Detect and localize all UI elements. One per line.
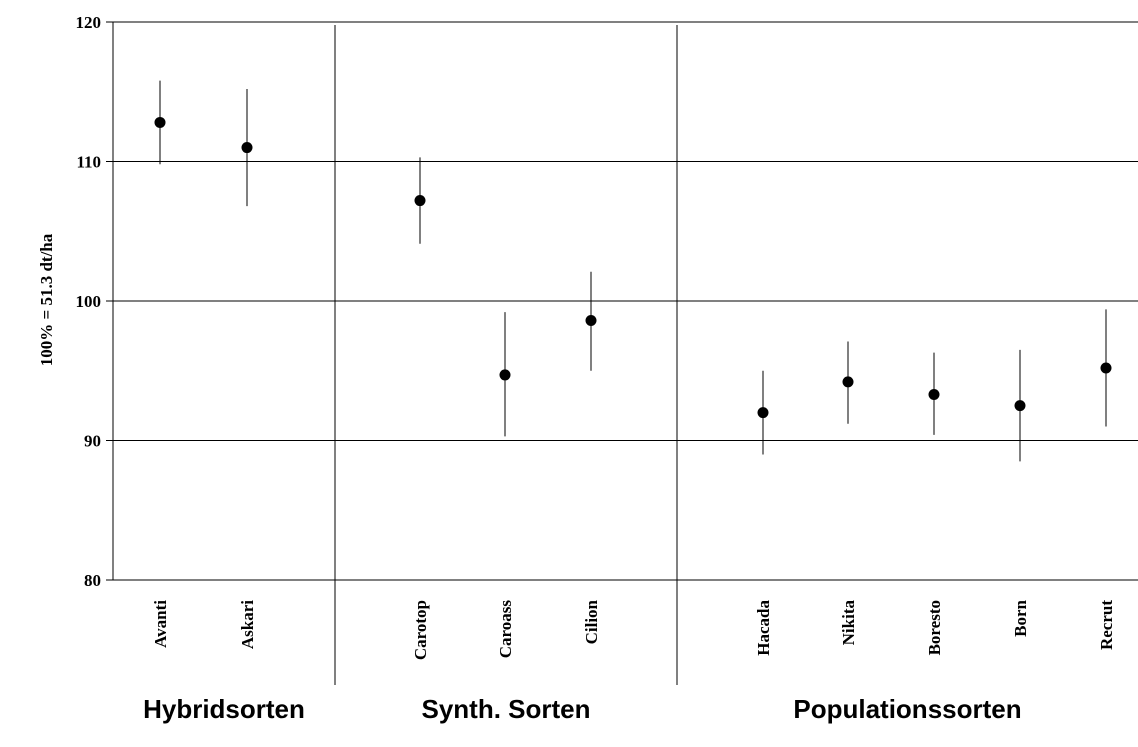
category-label-caroass: Caroass	[496, 600, 515, 659]
data-point-avanti	[154, 116, 166, 128]
category-label-cilion: Cilion	[582, 599, 601, 644]
data-point-carotop	[414, 195, 426, 207]
data-point-born	[1014, 400, 1026, 412]
y-tick-label-110: 110	[76, 153, 101, 172]
category-label-avanti: Avanti	[151, 600, 170, 648]
data-point-recrut	[1100, 362, 1112, 374]
group-label-2: Populationssorten	[793, 694, 1021, 724]
grid-lines	[113, 21, 1138, 441]
category-label-hacada: Hacada	[754, 600, 773, 656]
category-labels: Avanti Askari Carotop Caroass Cilion Hacada Ni…	[151, 599, 1116, 660]
data-point-hacada	[757, 407, 769, 419]
data-point-cilion	[585, 315, 597, 327]
y-axis-label: 100% = 51.3 dt/ha	[37, 233, 56, 366]
group-label-1: Synth. Sorten	[421, 694, 590, 724]
y-tick-label-100: 100	[76, 292, 102, 311]
category-label-nikita: Nikita	[839, 600, 858, 646]
data-points	[154, 116, 1112, 419]
data-point-boresto	[928, 388, 940, 400]
category-label-askari: Askari	[238, 600, 257, 649]
data-point-caroass	[499, 369, 511, 381]
y-tick-label-120: 120	[76, 13, 102, 32]
axes	[106, 21, 1138, 685]
error-bars	[159, 80, 1107, 462]
category-label-born: Born	[1011, 599, 1030, 636]
data-point-nikita	[842, 376, 854, 388]
category-label-recrut: Recrut	[1097, 600, 1116, 650]
y-tick-label-90: 90	[84, 432, 101, 451]
category-label-carotop: Carotop	[411, 600, 430, 660]
y-tick-labels: 80 90 100 110 120	[76, 13, 102, 590]
group-labels: Hybridsorten Synth. Sorten Populationssort…	[143, 694, 1022, 724]
data-point-askari	[241, 142, 253, 154]
category-label-boresto: Boresto	[925, 600, 944, 655]
group-label-0: Hybridsorten	[143, 694, 305, 724]
y-tick-label-80: 80	[84, 571, 101, 590]
